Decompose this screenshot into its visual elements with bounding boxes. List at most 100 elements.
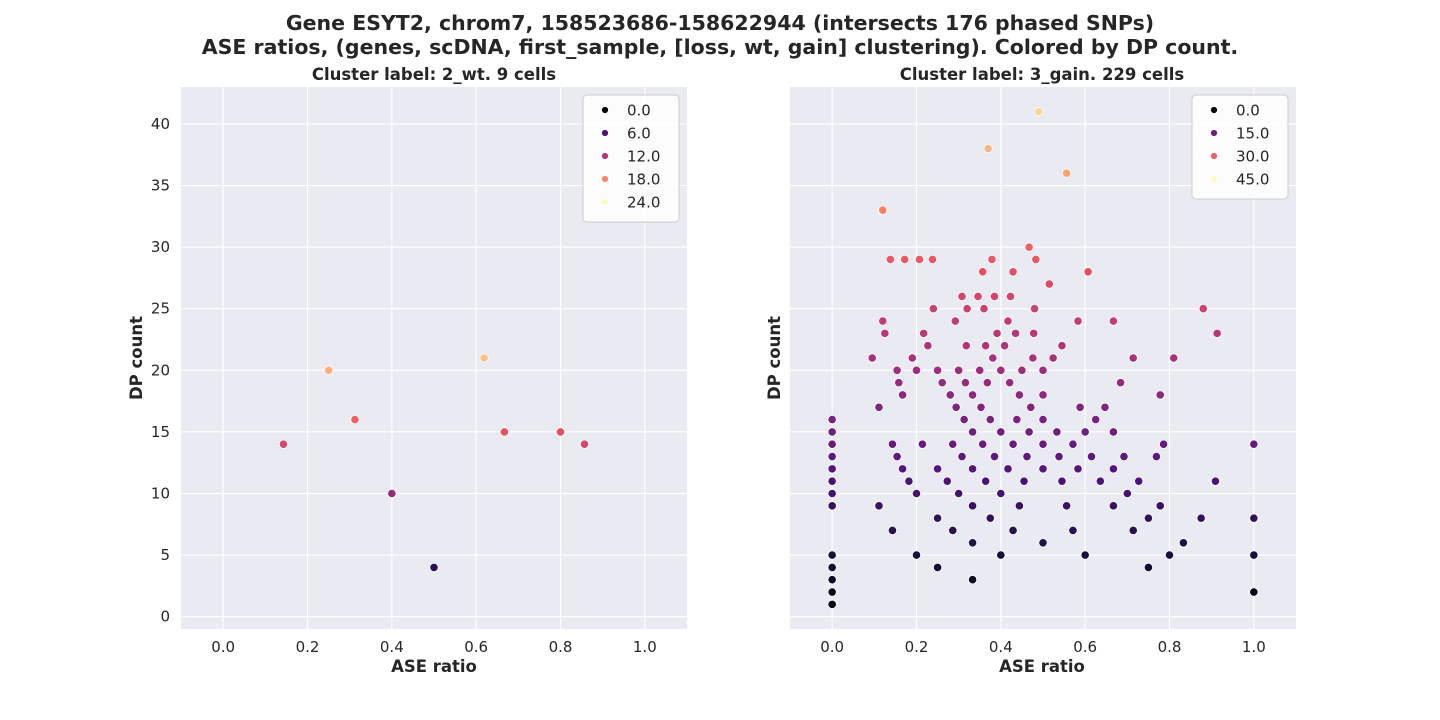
right-scatter-panel: Cluster label: 3_gain. 229 cells ASE rat… [765,65,1296,676]
right-data-point [827,599,837,609]
right-data-point [957,291,967,302]
right-data-point [1143,513,1154,523]
left-data-point [278,439,289,449]
right-data-point [985,414,995,425]
left-data-point [499,427,510,437]
right-data-point [1008,525,1018,536]
right-data-point [900,254,910,265]
left-gridlines [181,87,687,629]
right-data-point [989,451,1000,462]
right-legend-marker [1210,152,1218,160]
right-data-point [827,587,837,597]
right-data-point [1057,476,1067,486]
right-data-point [827,427,837,437]
right-legend-marker [1210,175,1218,183]
right-data-point [827,439,837,449]
left-y-tick-label: 30 [151,238,170,256]
right-data-point [967,501,978,511]
right-data-point [1158,439,1169,449]
right-data-point [827,575,837,585]
right-data-point [1010,328,1021,338]
right-data-point [957,451,967,462]
right-data-point [1048,353,1058,363]
left-data-point [555,427,566,437]
right-data-point [1019,476,1029,486]
left-legend-marker [601,198,609,206]
right-data-point [1003,464,1013,474]
right-data-point [967,390,978,400]
right-data-point [1196,513,1206,523]
right-data-point [1003,316,1013,326]
left-legend-label: 0.0 [627,102,651,120]
right-data-point [1052,427,1062,437]
right-data-point [1080,427,1090,437]
right-data-point [988,353,998,363]
right-data-point [1164,550,1175,560]
left-legend-label: 12.0 [627,148,660,166]
right-data-point [951,402,961,412]
right-data-point [1108,316,1119,326]
left-data-point [387,488,397,499]
left-scatter-panel: Cluster label: 2_wt. 9 cells ASE ratio D… [127,65,687,676]
left-data-point [579,439,590,449]
right-data-point [982,378,992,388]
right-data-point [985,513,995,523]
right-data-point [967,538,978,548]
right-data-point [1024,427,1034,437]
right-data-point [1178,538,1189,548]
right-data-point [907,353,917,363]
right-data-point [967,427,978,437]
right-data-point [897,390,908,400]
right-data-point [1014,390,1024,400]
left-panel-title: Cluster label: 2_wt. 9 cells [312,65,556,84]
right-data-point [932,513,943,523]
right-data-point [880,328,890,338]
left-legend: 0.0 6.0 12.0 18.0 24.0 [582,94,680,223]
right-data-point [892,451,902,462]
right-data-point [1005,378,1015,388]
right-data-point [892,365,902,375]
right-data-point [1014,501,1024,511]
right-data-point [996,488,1006,499]
right-data-point [1119,451,1129,462]
right-data-point [878,205,888,215]
right-data-point [973,291,983,302]
left-x-tick-label: 0.0 [211,638,235,656]
right-data-point [1068,439,1078,449]
right-data-point [1134,476,1144,486]
right-data-point [1249,550,1259,560]
right-data-point [1155,501,1165,511]
right-data-point [1073,464,1083,474]
left-x-tick-label: 0.8 [549,638,573,656]
right-data-point [1212,328,1222,338]
right-data-point [919,328,929,338]
right-data-point [827,464,837,474]
right-data-point [1031,254,1041,265]
right-data-point [967,464,978,474]
right-data-point [894,378,904,388]
right-data-point [996,550,1006,560]
right-data-point [1155,390,1165,400]
right-data-point [959,414,969,425]
right-data-point [1091,414,1101,425]
right-data-point [917,439,928,449]
right-data-point [827,488,837,499]
right-data-point [1028,353,1038,363]
left-legend-label: 24.0 [627,194,660,212]
right-data-point [954,488,964,499]
right-data-point [1083,267,1093,277]
right-data-point [979,304,989,314]
right-data-point [996,365,1006,375]
right-data-point [1034,107,1044,117]
right-data-point [954,365,964,375]
right-data-point [1044,279,1054,289]
left-legend-marker [601,152,609,160]
figure-title-line2: ASE ratios, (genes, scDNA, first_sample,… [202,35,1238,59]
left-y-tick-label: 40 [151,115,170,133]
right-data-point [827,476,837,486]
right-data-point [887,439,898,449]
right-data-point [932,464,943,474]
right-data-point [983,143,993,154]
left-y-tick-label: 35 [151,177,170,195]
